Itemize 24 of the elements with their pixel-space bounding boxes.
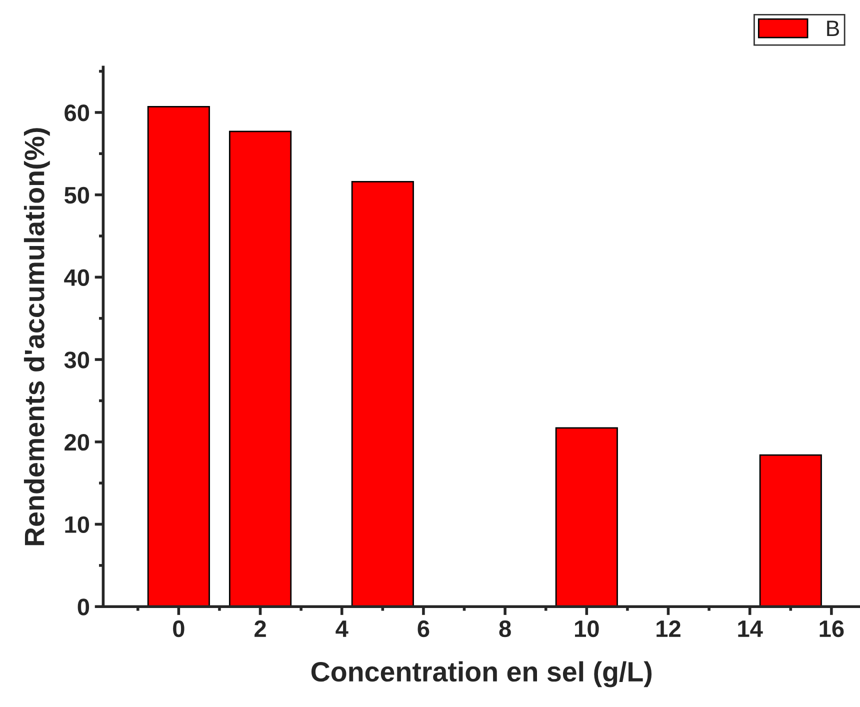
y-tick-label: 20	[64, 434, 90, 451]
x-tick-label: 10	[575, 620, 599, 638]
bar	[351, 180, 414, 607]
y-tick-label: 60	[64, 104, 90, 122]
x-axis-title: Concentration en sel (g/L)	[311, 661, 652, 688]
y-tick-label: 30	[64, 352, 90, 368]
bar	[228, 130, 292, 607]
x-tick-label: 6	[418, 620, 430, 638]
y-tick-label: 10	[65, 516, 90, 534]
x-tick-label: 14	[738, 620, 763, 637]
legend-label: B	[827, 20, 839, 36]
y-tick-label: 40	[64, 269, 90, 286]
x-tick-label: 16	[820, 620, 844, 638]
x-tick-label: 2	[254, 620, 266, 637]
y-tick-label: 0	[78, 598, 90, 616]
x-tick-label: 12	[656, 620, 680, 637]
bar	[147, 106, 210, 607]
x-tick-label: 0	[173, 620, 184, 638]
x-tick-label: 8	[499, 620, 511, 638]
x-tick-label: 4	[336, 620, 348, 637]
bar	[759, 454, 822, 607]
y-axis-title: Rendements d'accumulation(%)	[24, 128, 50, 546]
bar	[555, 427, 618, 607]
y-tick-label: 50	[64, 186, 90, 204]
